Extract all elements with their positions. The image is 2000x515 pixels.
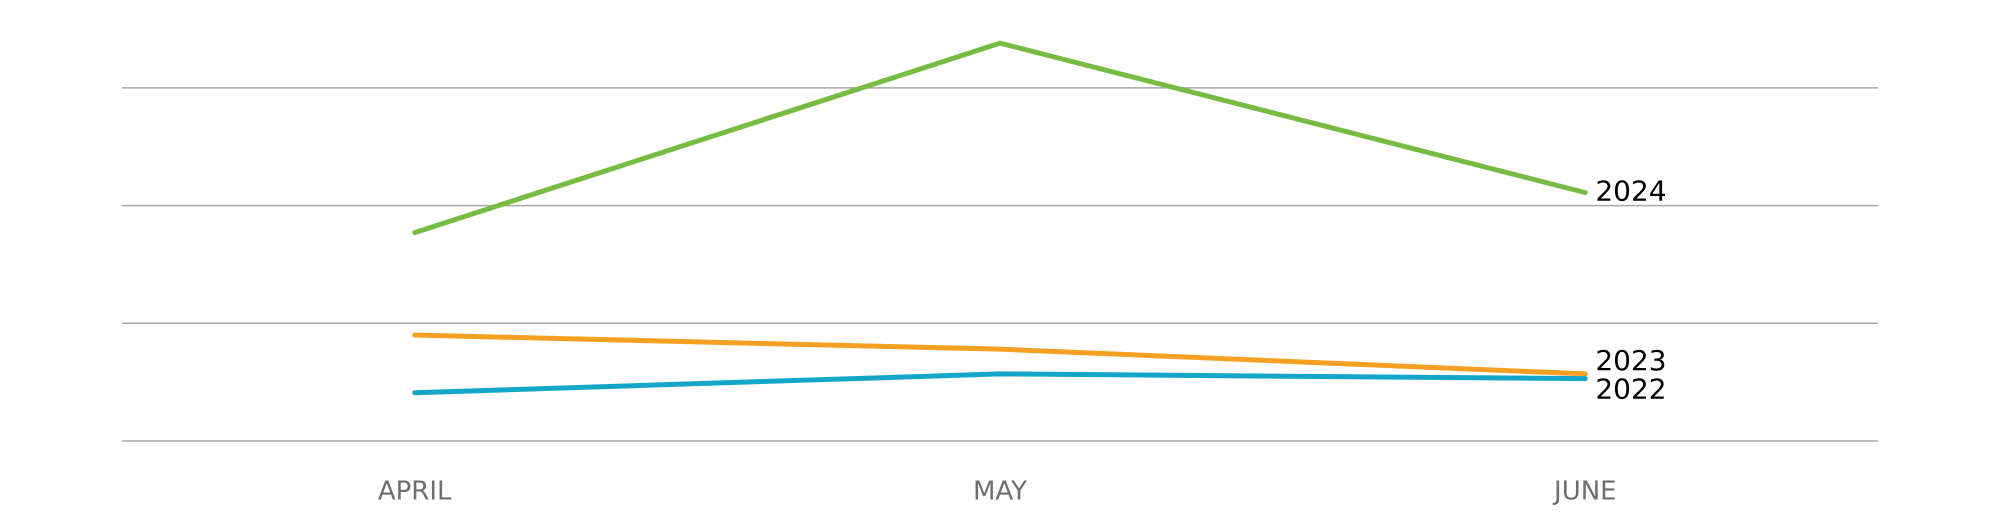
series-label: 2023 xyxy=(1595,344,1666,377)
series-line xyxy=(412,371,1588,396)
x-tick-label: APRIL xyxy=(378,477,452,507)
series-line xyxy=(412,40,1588,236)
series-line xyxy=(412,332,1588,377)
x-tick-label: MAY xyxy=(973,477,1027,507)
series-label: 2022 xyxy=(1595,373,1666,406)
series-label: 2024 xyxy=(1595,175,1666,208)
x-tick-label: JUNE xyxy=(1552,477,1617,507)
